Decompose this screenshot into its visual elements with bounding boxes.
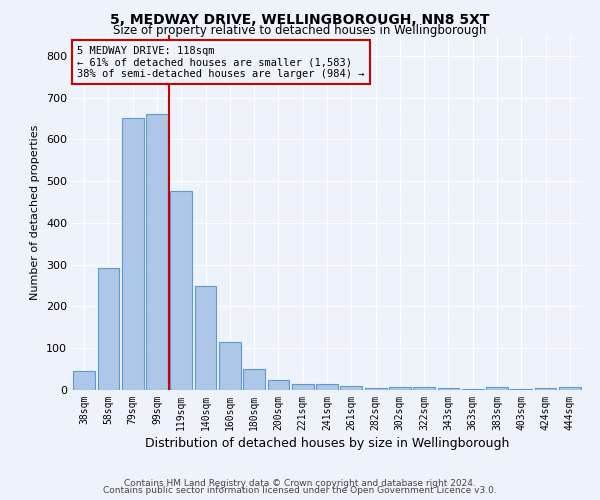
Bar (97, 268, 119, 390)
Bar (511, 389, 532, 390)
Bar (146, 114, 168, 390)
Text: Contains public sector information licensed under the Open Government Licence v3: Contains public sector information licen… (103, 486, 497, 495)
Y-axis label: Number of detached properties: Number of detached properties (31, 125, 40, 300)
Bar (535, 388, 556, 390)
Bar (73, 371, 95, 390)
Bar (340, 386, 362, 390)
Bar (268, 380, 289, 390)
Bar (316, 384, 338, 390)
Bar (462, 389, 484, 390)
Text: Contains HM Land Registry data © Crown copyright and database right 2024.: Contains HM Land Registry data © Crown c… (124, 478, 476, 488)
Bar (365, 388, 386, 390)
Bar (559, 386, 581, 390)
Bar (389, 386, 411, 390)
Text: 5 MEDWAY DRIVE: 118sqm
← 61% of detached houses are smaller (1,583)
38% of semi-: 5 MEDWAY DRIVE: 118sqm ← 61% of detached… (77, 46, 365, 79)
Bar (437, 388, 460, 390)
Bar (486, 386, 508, 390)
Bar (122, 118, 143, 390)
Bar (194, 286, 217, 390)
Bar (292, 384, 314, 390)
X-axis label: Distribution of detached houses by size in Wellingborough: Distribution of detached houses by size … (145, 437, 509, 450)
Bar (219, 342, 241, 390)
Bar (170, 191, 192, 390)
Bar (243, 369, 265, 390)
Text: 5, MEDWAY DRIVE, WELLINGBOROUGH, NN8 5XT: 5, MEDWAY DRIVE, WELLINGBOROUGH, NN8 5XT (110, 12, 490, 26)
Bar (413, 386, 435, 390)
Text: Size of property relative to detached houses in Wellingborough: Size of property relative to detached ho… (113, 24, 487, 37)
